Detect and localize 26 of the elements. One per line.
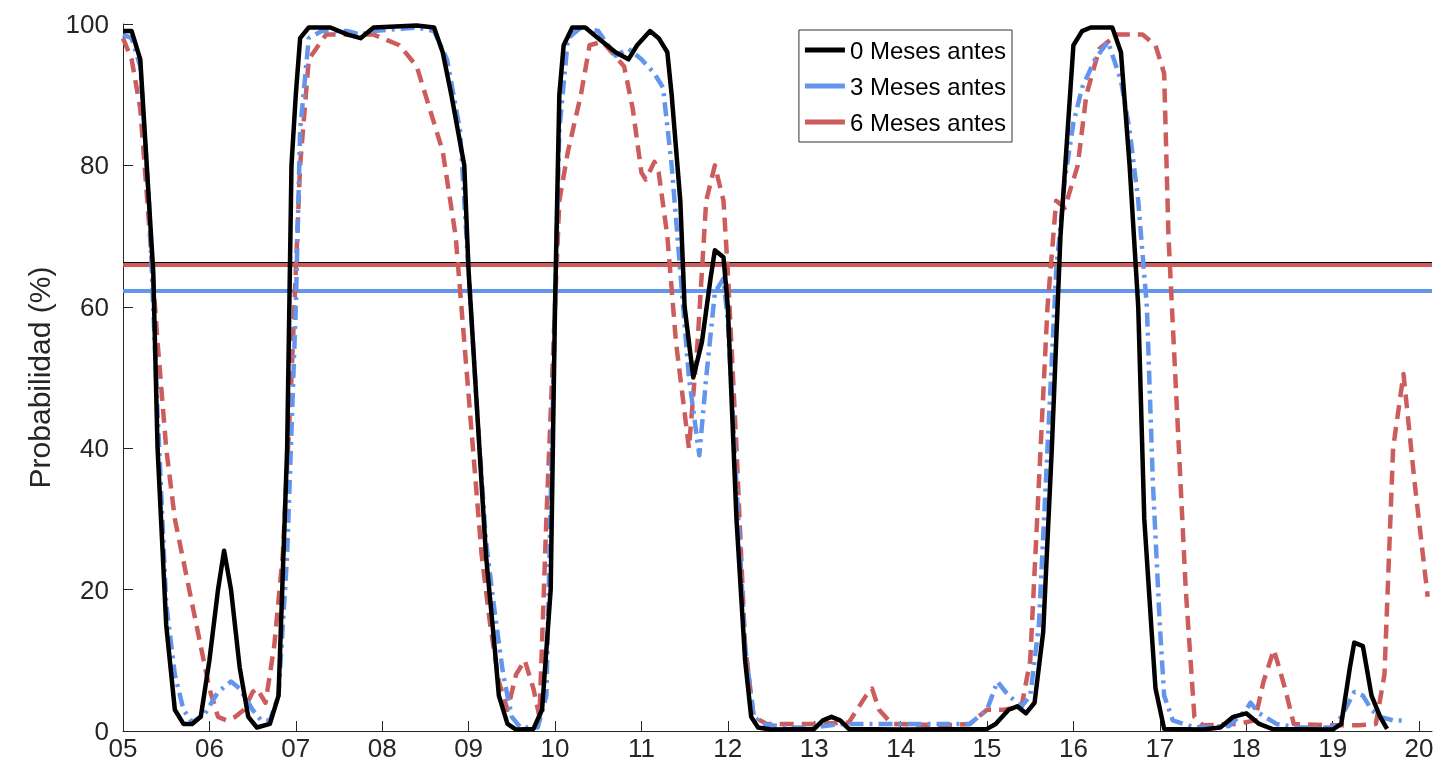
y-tick-label: 40 (80, 433, 109, 464)
x-tick-label: 09 (454, 733, 484, 763)
x-tick-label: 08 (367, 733, 397, 763)
x-tick-label: 06 (194, 733, 224, 763)
x-tick-label: 07 (281, 733, 311, 763)
x-tick-label: 14 (886, 733, 916, 763)
x-tick-label: 13 (799, 733, 829, 763)
y-axis-title: Probabilidad (%) (23, 266, 57, 489)
x-tick-label: 12 (713, 733, 743, 763)
y-tick-label: 60 (80, 291, 109, 322)
y-tick-label: 80 (80, 150, 109, 181)
x-tick-label: 05 (108, 733, 138, 763)
legend-label: 3 Meses antes (849, 72, 1007, 100)
x-tick-label: 15 (972, 733, 1002, 763)
x-tick-label: 16 (1058, 733, 1088, 763)
x-tick-label: 20 (1404, 733, 1434, 763)
legend-label: 0 Meses antes (849, 36, 1007, 64)
x-tick-label: 10 (540, 733, 570, 763)
y-tick-label: 20 (80, 574, 109, 605)
x-tick-label: 17 (1145, 733, 1175, 763)
y-tick-label: 100 (65, 9, 109, 39)
x-tick-label: 11 (627, 733, 655, 763)
x-tick-label: 18 (1231, 733, 1261, 763)
y-tick-label: 0 (94, 716, 109, 746)
legend-label: 6 Meses antes (849, 108, 1007, 136)
x-tick-label: 19 (1318, 733, 1348, 763)
